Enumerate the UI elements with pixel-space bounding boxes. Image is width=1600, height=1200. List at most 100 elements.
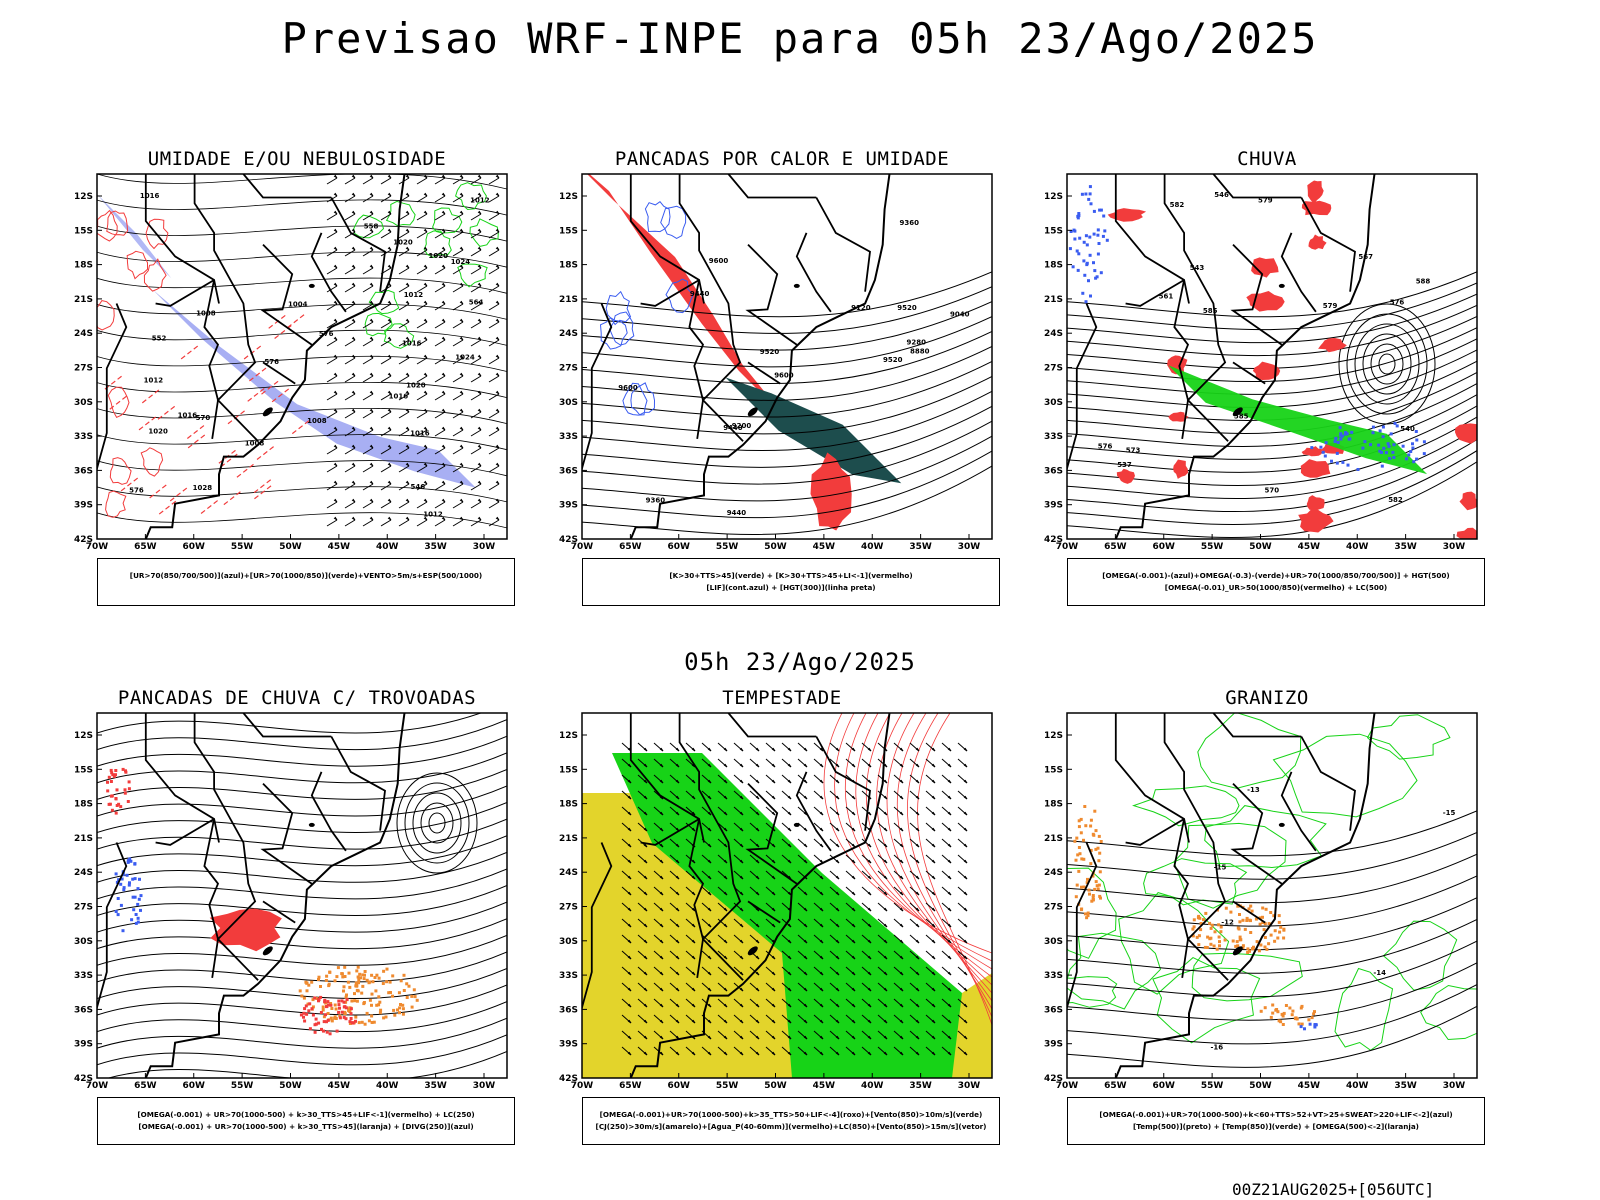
wind-vector: [452, 465, 464, 473]
orange-omega-dot: [1203, 945, 1207, 949]
political-border: [1163, 713, 1229, 981]
thickness-red-dash: [256, 445, 276, 460]
lon-tick-label: 40W: [376, 1081, 399, 1091]
wind-vector-head: [963, 859, 968, 864]
orange-cell: [350, 999, 354, 1003]
wind-vector-head: [459, 354, 464, 359]
orange-omega-dot: [1254, 917, 1258, 921]
thickness-red-dash: [254, 484, 273, 500]
red-cell: [313, 1030, 317, 1034]
red-cell: [310, 1007, 314, 1011]
high-pressure-loop: [1346, 313, 1428, 415]
wind-vector-head: [899, 795, 904, 800]
wind-vector-head: [477, 228, 482, 233]
wind-vector-head: [333, 408, 338, 413]
thickness-red-dash: [186, 423, 206, 439]
wind-vector-head: [771, 843, 776, 848]
lon-tick-label: 65W: [1104, 1081, 1127, 1091]
wind-vector-head: [333, 264, 338, 269]
wind-vector-head: [803, 779, 808, 784]
orange-omega-dot: [1080, 857, 1084, 861]
lat-tick-label: 42S: [559, 1074, 578, 1084]
lat-tick-label: 24S: [74, 329, 93, 339]
blue-rain-dot: [1103, 229, 1107, 233]
political-border: [640, 818, 700, 846]
wind-vector-head: [659, 875, 664, 880]
orange-cell: [343, 965, 347, 969]
orange-cell: [341, 975, 345, 979]
wind-vector-head: [915, 1019, 920, 1024]
lon-tick-label: 35W: [909, 1081, 932, 1091]
blue-rain-dot: [1098, 208, 1102, 212]
political-border: [582, 303, 613, 472]
wind-vector: [416, 501, 428, 509]
orange-omega-dot: [1261, 906, 1265, 910]
red-convection-area: [810, 452, 852, 531]
wind-vector: [344, 177, 356, 185]
wind-vector-head: [851, 955, 856, 960]
wind-vector: [416, 339, 428, 347]
map-background: [97, 174, 507, 539]
wind-vector-head: [707, 763, 712, 768]
streamline-loop: [404, 782, 470, 864]
wind-vector-head: [369, 516, 374, 521]
wind-vector-head: [867, 891, 872, 896]
wind-vector-head: [867, 763, 872, 768]
wind-vector-head: [931, 795, 936, 800]
streamline: [97, 818, 507, 850]
wind-vector-head: [477, 210, 482, 215]
contour-label: 576: [1390, 298, 1405, 306]
wind-vector-head: [387, 354, 392, 359]
wind-vector-head: [387, 300, 392, 305]
lon-tick-label: 45W: [813, 542, 836, 552]
wind-vector-head: [915, 811, 920, 816]
lagoa-dos-patos: [747, 407, 758, 417]
wind-vector-head: [947, 875, 952, 880]
wind-vector: [326, 267, 338, 275]
political-border: [1125, 818, 1185, 846]
wind-vector-head: [803, 923, 808, 928]
wind-vector: [362, 411, 374, 419]
model-run-stamp: 00Z21AUG2025+[056UTC]: [1232, 1180, 1435, 1199]
wind-vector-head: [915, 939, 920, 944]
main-title: Previsao WRF-INPE para 05h 23/Ago/2025: [281, 14, 1319, 63]
wind-vector-head: [369, 426, 374, 431]
wind-vector-head: [495, 192, 500, 197]
lagoa-dos-patos: [747, 946, 758, 956]
orange-cell: [336, 966, 340, 970]
orange-cell: [382, 969, 386, 973]
temp500-contour: [1067, 875, 1477, 927]
thickness-red-dash: [253, 478, 273, 494]
wind-vector: [416, 285, 428, 293]
wind-vector: [362, 231, 374, 239]
wind-vector-head: [931, 1003, 936, 1008]
blue-rain-dot: [1083, 273, 1087, 277]
wind-vector-head: [691, 779, 696, 784]
red-cell: [314, 1017, 318, 1021]
wind-vector: [434, 321, 446, 329]
orange-omega-dot: [1299, 1006, 1303, 1010]
orange-omega-dot: [1231, 939, 1235, 943]
red-cell: [338, 1006, 341, 1010]
red-rain-area: [1455, 423, 1477, 444]
wind-vector-head: [477, 444, 482, 449]
isobar: [97, 225, 507, 242]
lat-tick-label: 24S: [1044, 329, 1063, 339]
wind-vector: [488, 501, 500, 509]
blue-divergence-dot: [116, 897, 120, 900]
wind-vector-head: [405, 372, 410, 377]
wind-vector-head: [459, 264, 464, 269]
lat-tick-label: 12S: [74, 192, 93, 202]
wind-vector: [434, 231, 446, 239]
wind-vector-head: [691, 795, 696, 800]
red-cell: [302, 1011, 306, 1015]
wind-vector-head: [351, 300, 356, 305]
wind-vector: [470, 285, 482, 293]
blue-rain-dot: [1080, 192, 1084, 196]
blue-rain-dot: [1371, 425, 1375, 429]
streamline: [97, 1034, 507, 1066]
orange-cell: [302, 996, 306, 1000]
wind-vector: [452, 483, 464, 491]
wind-vector: [398, 447, 410, 455]
wind-vector-head: [675, 1051, 680, 1056]
